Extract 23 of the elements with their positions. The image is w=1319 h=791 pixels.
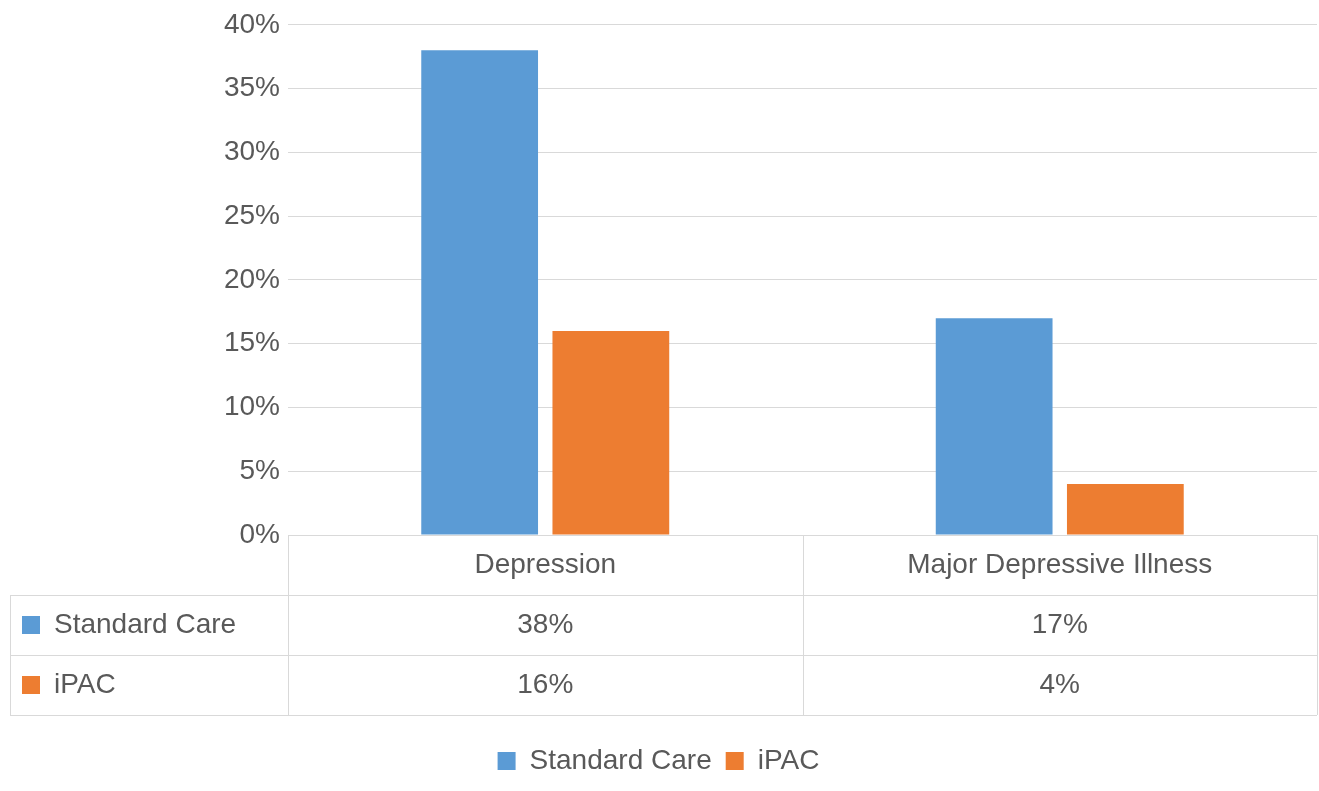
y-tick-label: 40% (223, 7, 280, 39)
text: iPAC (54, 667, 116, 699)
y-tick-label: 20% (223, 262, 280, 294)
data-label: 17% (1031, 607, 1088, 639)
data-label: 4% (1039, 667, 1080, 699)
data-label: 16% (517, 667, 574, 699)
bar (935, 318, 1053, 535)
y-tick-label: 35% (223, 71, 280, 103)
y-tick-label: 10% (223, 390, 280, 422)
legend-label: Standard Care (54, 607, 237, 639)
bar (421, 50, 539, 535)
y-tick-label: 30% (223, 135, 280, 167)
x-tick-label: Major Depressive Illness (907, 547, 1213, 579)
text: Standard Care (529, 743, 712, 775)
data-label: 38% (517, 607, 574, 639)
y-tick-label: 15% (223, 326, 280, 358)
legend-label: iPAC (757, 743, 820, 775)
y-tick-label: 25% (223, 198, 280, 230)
bar (1066, 483, 1184, 535)
bar (552, 330, 670, 535)
y-tick-label: 5% (239, 453, 280, 485)
x-tick-label: Depression (474, 547, 617, 579)
y-tick-label: 0% (239, 517, 280, 549)
